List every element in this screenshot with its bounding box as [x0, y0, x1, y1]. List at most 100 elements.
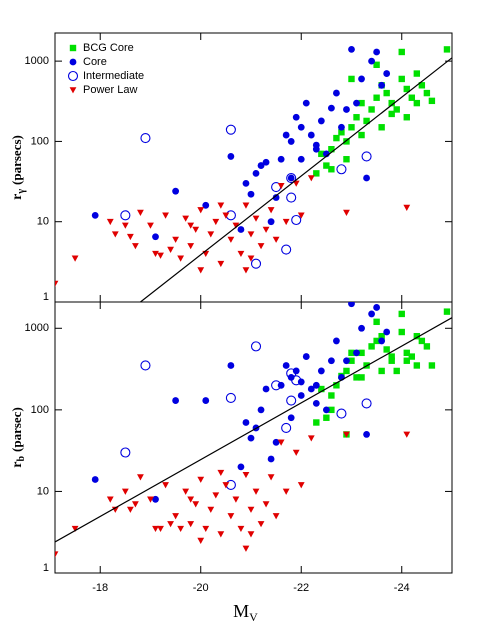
y-tick-label: 10	[37, 216, 49, 228]
circle-marker	[348, 45, 355, 53]
triangle-marker	[237, 250, 245, 258]
circle-marker	[333, 89, 340, 97]
circle-marker	[363, 431, 370, 438]
open-circle-marker	[291, 375, 302, 386]
circle-marker	[202, 397, 210, 404]
square-marker	[323, 162, 330, 169]
triangle-marker	[232, 222, 240, 229]
triangle-marker	[247, 531, 255, 538]
square-marker	[328, 392, 335, 399]
circle-marker	[383, 328, 391, 336]
triangle-marker	[167, 521, 174, 528]
square-marker	[398, 328, 405, 336]
triangle-marker	[267, 207, 275, 214]
circle-marker	[373, 48, 381, 56]
circle-marker	[287, 414, 295, 422]
y-tick-label: 1	[43, 562, 49, 574]
y-tick-label: 100	[31, 404, 49, 416]
y-label-subscript: γ	[16, 189, 27, 195]
triangle-marker	[192, 226, 200, 233]
circle-marker	[237, 226, 245, 233]
triangle-marker	[242, 267, 250, 274]
square-marker	[348, 349, 355, 357]
triangle-marker	[217, 202, 225, 209]
circle-marker	[327, 357, 335, 365]
circle-marker	[348, 302, 355, 308]
open-circle-marker	[361, 151, 372, 162]
y-tick-label: 1000	[25, 55, 49, 67]
triangle-marker	[297, 212, 305, 219]
triangle-marker	[282, 488, 290, 495]
triangle-marker	[257, 243, 265, 250]
square-marker	[348, 75, 355, 83]
y-tick-label: 100	[31, 135, 49, 147]
square-marker	[403, 349, 410, 357]
triangle-marker	[252, 488, 260, 495]
open-circle-marker	[336, 164, 347, 175]
triangle-marker	[147, 222, 154, 229]
circle-marker	[91, 211, 99, 219]
triangle-marker	[152, 525, 159, 533]
triangle-marker	[267, 474, 275, 481]
square-marker	[398, 310, 405, 318]
circle-marker	[262, 158, 270, 166]
circle-marker	[242, 419, 250, 426]
triangle-marker	[55, 280, 59, 287]
square-marker	[313, 170, 320, 177]
triangle-marker	[106, 218, 114, 226]
triangle-marker	[242, 202, 250, 209]
triangle-marker	[282, 218, 290, 226]
square-marker	[388, 353, 395, 360]
x-tick-label: -18	[92, 582, 108, 594]
y-label-symbol: r	[10, 194, 25, 200]
circle-marker	[322, 406, 330, 414]
square-marker	[378, 332, 385, 340]
square-marker	[358, 131, 365, 139]
circle-marker	[373, 304, 381, 311]
triangle-marker	[343, 209, 350, 216]
open-circle-marker	[361, 398, 372, 409]
square-marker	[403, 357, 410, 364]
circle-marker	[343, 106, 350, 113]
triangle-marker	[132, 243, 139, 250]
open-circle-marker	[140, 360, 151, 371]
circle-marker	[333, 337, 340, 345]
fit-line	[55, 317, 452, 543]
triangle-marker	[187, 222, 195, 229]
square-marker	[428, 362, 436, 369]
open-circle-marker	[291, 214, 302, 226]
square-marker	[358, 349, 365, 357]
circle-marker	[343, 357, 350, 365]
triangle-marker	[177, 525, 185, 533]
triangle-marker	[187, 243, 195, 250]
open-circle-marker	[225, 392, 236, 403]
circle-marker	[297, 392, 305, 399]
triangle-marker	[227, 236, 235, 243]
open-circle-marker	[286, 395, 297, 406]
triangle-marker	[172, 236, 180, 243]
triangle-marker	[242, 471, 250, 479]
y-label-unit: (parsec)	[9, 407, 24, 452]
y-label-subscript: b	[16, 456, 27, 462]
square-marker	[343, 138, 350, 145]
circle-marker	[247, 190, 255, 198]
triangle-marker	[177, 255, 185, 262]
triangle-marker	[137, 209, 144, 216]
triangle-marker	[197, 537, 205, 544]
triangle-marker	[343, 431, 350, 438]
circle-marker	[287, 174, 295, 182]
y-tick-label: 1	[43, 291, 49, 303]
triangle-marker	[403, 431, 411, 438]
circle-marker	[152, 495, 159, 503]
triangle-marker	[162, 482, 169, 489]
circle-marker	[272, 438, 280, 446]
square-marker	[378, 367, 385, 375]
triangle-marker	[222, 212, 230, 219]
triangle-marker	[182, 488, 190, 495]
circle-marker	[297, 155, 305, 163]
square-marker	[348, 124, 355, 131]
triangle-marker	[132, 501, 139, 508]
triangle-marker	[212, 218, 220, 226]
triangle-marker	[147, 496, 154, 503]
open-circle-marker	[286, 172, 297, 184]
